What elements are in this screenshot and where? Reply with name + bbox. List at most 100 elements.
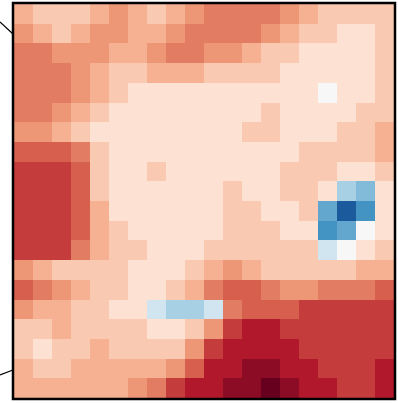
heat-cell [337, 240, 357, 260]
heat-cell [242, 83, 262, 103]
heat-cell [242, 359, 262, 379]
heat-cell [223, 103, 243, 123]
heat-cell [33, 103, 53, 123]
heat-cell [261, 122, 281, 142]
heat-cell [337, 339, 357, 359]
heat-cell [71, 162, 91, 182]
heat-cell [299, 103, 319, 123]
heat-cell [299, 4, 319, 24]
heat-cell [204, 300, 224, 320]
heat-cell [280, 319, 300, 339]
heat-cell [337, 162, 357, 182]
heat-cell [337, 24, 357, 44]
heat-cell [375, 201, 394, 221]
heat-cell [128, 162, 148, 182]
heat-cell [52, 378, 72, 398]
heat-cell [90, 142, 110, 162]
heat-cell [356, 280, 376, 300]
heat-cell [52, 300, 72, 320]
heat-cell [147, 280, 167, 300]
heat-cell [318, 181, 338, 201]
heat-cell [242, 201, 262, 221]
heat-cell [223, 201, 243, 221]
heat-cell [166, 201, 186, 221]
heat-cell [204, 4, 224, 24]
heat-cell [223, 162, 243, 182]
heat-cell [261, 162, 281, 182]
heat-cell [185, 260, 205, 280]
heat-cell [109, 162, 129, 182]
heat-cell [318, 221, 338, 241]
heat-cell [242, 240, 262, 260]
heat-cell [90, 280, 110, 300]
heat-cell [185, 162, 205, 182]
heat-cell [299, 162, 319, 182]
heat-cell [318, 240, 338, 260]
heat-cell [109, 221, 129, 241]
heat-cell [356, 142, 376, 162]
heat-cell [33, 181, 53, 201]
heat-cell [147, 339, 167, 359]
heat-cell [242, 4, 262, 24]
heat-cell [109, 181, 129, 201]
heat-cell [337, 359, 357, 379]
heat-cell [356, 260, 376, 280]
heat-cell [90, 240, 110, 260]
heat-cell [223, 339, 243, 359]
heat-cell [261, 181, 281, 201]
heat-cell [71, 240, 91, 260]
heat-cell [147, 103, 167, 123]
heat-cell [147, 4, 167, 24]
heat-cell [375, 103, 394, 123]
heat-cell [204, 221, 224, 241]
heat-cell [242, 162, 262, 182]
heat-cell [33, 162, 53, 182]
heat-cell [204, 103, 224, 123]
heat-cell [52, 280, 72, 300]
heat-cell [71, 339, 91, 359]
heat-cell [204, 24, 224, 44]
heat-cell [318, 24, 338, 44]
heat-cell [204, 122, 224, 142]
heat-cell [204, 319, 224, 339]
heat-cell [318, 83, 338, 103]
heat-cell [33, 122, 53, 142]
heat-cell [204, 181, 224, 201]
heat-cell [375, 181, 394, 201]
heat-cell [204, 63, 224, 83]
heat-cell [185, 122, 205, 142]
heat-cell [14, 260, 34, 280]
heat-cell [109, 4, 129, 24]
heat-cell [299, 339, 319, 359]
heat-cell [356, 181, 376, 201]
heat-cell [90, 63, 110, 83]
heat-cell [109, 280, 129, 300]
heat-cell [299, 240, 319, 260]
heat-cell [299, 221, 319, 241]
heat-cell [166, 221, 186, 241]
heat-cell [375, 4, 394, 24]
heat-cell [90, 339, 110, 359]
heat-cell [299, 122, 319, 142]
heat-cell [261, 24, 281, 44]
heat-cell [71, 300, 91, 320]
heat-cell [261, 63, 281, 83]
heat-cell [128, 221, 148, 241]
heat-cell [242, 142, 262, 162]
heat-cell [185, 181, 205, 201]
heat-cell [166, 319, 186, 339]
heat-cell [52, 339, 72, 359]
heat-cell [356, 83, 376, 103]
heat-cell [280, 260, 300, 280]
heat-cell [185, 24, 205, 44]
heat-cell [375, 359, 394, 379]
heat-cell [375, 142, 394, 162]
heat-cell [185, 221, 205, 241]
heat-cell [356, 378, 376, 398]
heat-cell [90, 43, 110, 63]
heat-cell [14, 378, 34, 398]
heat-cell [299, 142, 319, 162]
heat-cell [109, 142, 129, 162]
heat-cell [204, 43, 224, 63]
heat-cell [14, 339, 34, 359]
